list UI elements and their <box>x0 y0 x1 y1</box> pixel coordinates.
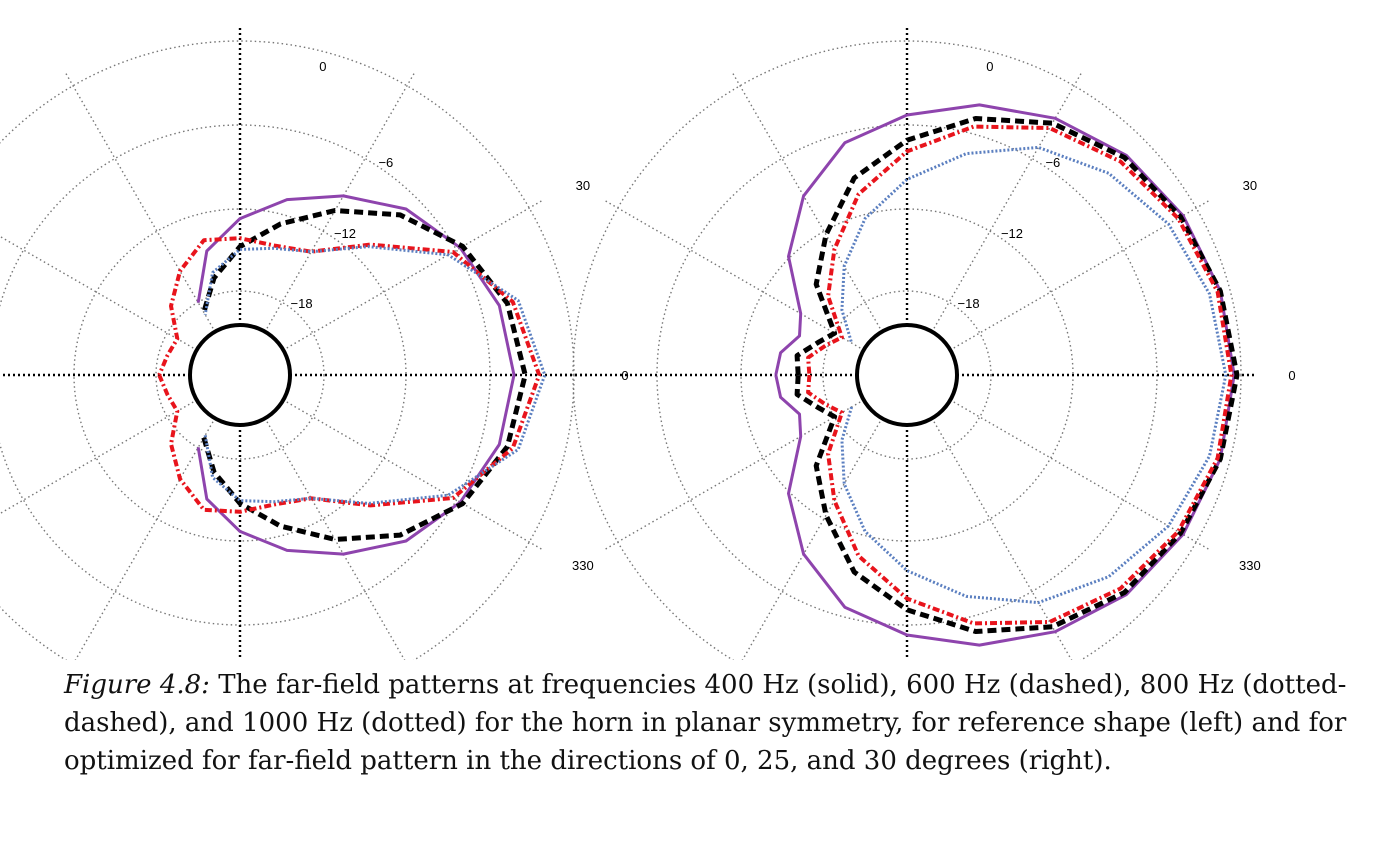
grid-spoke-60 <box>239 73 415 376</box>
radial-label: −6 <box>378 155 393 170</box>
grid-spoke-120 <box>732 73 908 376</box>
series-600hz-dashed <box>794 116 1240 634</box>
grid-ring-1 <box>822 290 992 460</box>
figure-caption: Figure 4.8: The far-field patterns at fr… <box>64 666 1380 780</box>
series-1000hz-dotted <box>203 245 547 505</box>
radial-label: −18 <box>958 296 980 311</box>
series-400hz-solid <box>196 194 516 556</box>
hub-circle <box>855 323 959 427</box>
angle-label: 30 <box>576 178 590 193</box>
grid-ring-outer <box>0 40 575 710</box>
radial-label: −6 <box>1045 155 1060 170</box>
angle-label: 330 <box>572 558 594 573</box>
angle-label: 0 <box>319 59 326 74</box>
angle-label: 330 <box>1239 558 1261 573</box>
hub-circle <box>188 323 292 427</box>
series-1000hz-dotted <box>840 145 1228 605</box>
series-600hz-dashed <box>201 208 528 542</box>
grid-ring-1 <box>155 290 325 460</box>
grid-ring-outer <box>572 40 1242 710</box>
angle-label: 0 <box>1288 368 1295 383</box>
series-800hz-dotted-dashed <box>806 124 1234 626</box>
series-400hz-solid <box>774 103 1236 647</box>
grid-spoke-30 <box>906 200 1209 376</box>
grid-spoke-330 <box>906 374 1209 550</box>
grid-spoke-150 <box>605 200 908 376</box>
angle-label: 0 <box>986 59 993 74</box>
caption-lead: Figure 4.8: <box>64 670 210 700</box>
radial-label: −12 <box>334 226 356 241</box>
angle-label: 30 <box>1243 178 1257 193</box>
series-800hz-dotted-dashed <box>157 236 542 514</box>
grid-spoke-120 <box>65 73 241 376</box>
caption-text: The far-field patterns at frequencies 40… <box>64 670 1347 776</box>
radial-label: −18 <box>291 296 313 311</box>
radial-label: −12 <box>1001 226 1023 241</box>
polar-panel-right: 0 30 0 330 −6 −12 −18 <box>559 27 1296 723</box>
